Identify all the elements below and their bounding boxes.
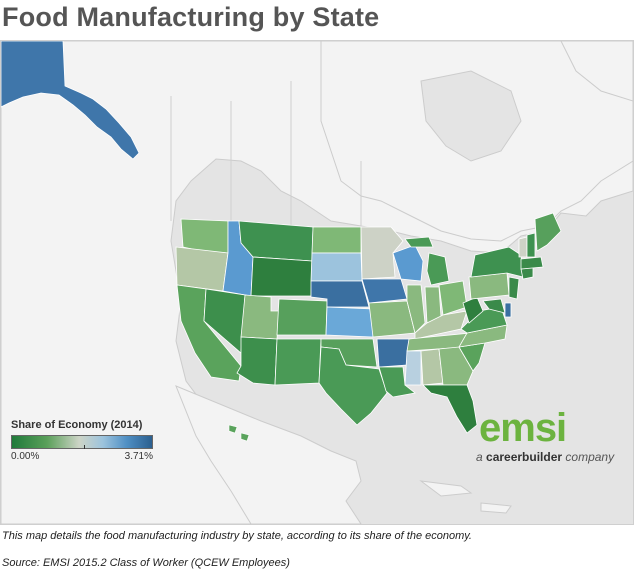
page-title: Food Manufacturing by State [2,2,380,32]
state-oregon[interactable] [175,246,229,292]
state-maine[interactable] [534,212,562,252]
state-north-dakota[interactable] [311,226,362,254]
legend-min-label: 0.00% [11,451,40,462]
state-washington[interactable] [180,218,229,254]
emsi-logo: emsi a careerbuilder company [476,408,626,464]
land-mexico [175,385,362,524]
state-louisiana[interactable] [378,366,416,398]
legend-max-label: 3.71% [124,451,153,462]
legend-midpoint-tick [84,445,85,449]
state-mississippi[interactable] [404,350,422,386]
state-delaware[interactable] [504,302,512,318]
state-alaska[interactable] [1,41,140,160]
logo-tagline-brand: careerbuilder [486,450,563,464]
state-michigan[interactable] [404,236,450,286]
state-iowa[interactable] [361,278,408,304]
state-new-mexico[interactable] [274,338,322,386]
greenland-edge [560,41,633,102]
source-note: Source: EMSI 2015.2 Class of Worker (QCE… [2,557,290,569]
hudson-bay [420,70,522,162]
state-kansas[interactable] [325,306,374,338]
state-illinois[interactable] [406,284,426,334]
legend-gradient-bar [11,435,153,449]
state-new-jersey[interactable] [508,276,520,300]
caribbean-islands [419,480,512,514]
logo-tagline: a careerbuilder company [476,450,626,464]
map-caption: This map details the food manufacturing … [2,530,472,542]
logo-tagline-suffix: company [562,450,615,464]
state-florida[interactable] [422,384,478,434]
state-vermont[interactable] [518,236,528,258]
state-hawaii[interactable] [228,424,250,442]
state-new-hampshire[interactable] [526,232,536,258]
state-massachusetts[interactable] [520,256,544,270]
us-states[interactable] [175,212,562,434]
state-wyoming[interactable] [250,256,313,297]
canada-borders [170,81,362,226]
color-legend: Share of Economy (2014) 0.00% 3.71% [11,419,161,462]
state-south-dakota[interactable] [310,252,363,282]
legend-labels: 0.00% 3.71% [11,451,153,462]
state-arkansas[interactable] [376,338,410,368]
state-colorado[interactable] [276,298,328,336]
logo-tagline-prefix: a [476,450,487,464]
legend-title: Share of Economy (2014) [11,419,143,431]
state-texas[interactable] [318,346,388,426]
logo-brand: emsi [479,406,567,450]
